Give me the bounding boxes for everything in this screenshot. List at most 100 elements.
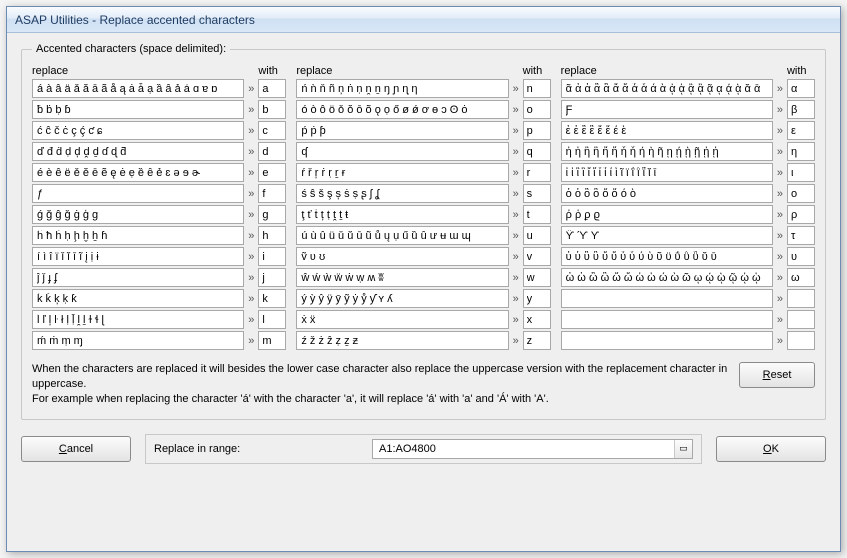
with-input[interactable] (787, 142, 815, 161)
pattern-input[interactable] (32, 142, 244, 161)
arrow-icon: » (509, 167, 523, 179)
pattern-input[interactable] (32, 121, 244, 140)
with-input[interactable] (787, 100, 815, 119)
pattern-input[interactable] (32, 268, 244, 287)
with-input[interactable] (523, 142, 551, 161)
replace-row: » (32, 268, 286, 287)
pattern-input[interactable] (561, 121, 773, 140)
with-input[interactable] (258, 289, 286, 308)
with-input[interactable] (258, 184, 286, 203)
with-input[interactable] (787, 163, 815, 182)
pattern-input[interactable] (296, 163, 508, 182)
pattern-input[interactable] (32, 205, 244, 224)
client-area: Accented characters (space delimited): r… (7, 33, 840, 551)
with-input[interactable] (258, 268, 286, 287)
pattern-input[interactable] (296, 310, 508, 329)
with-input[interactable] (523, 289, 551, 308)
header-replace: replace (32, 65, 244, 77)
pattern-input[interactable] (32, 79, 244, 98)
with-input[interactable] (523, 121, 551, 140)
with-input[interactable] (523, 205, 551, 224)
pattern-input[interactable] (32, 310, 244, 329)
arrow-icon: » (773, 314, 787, 326)
pattern-input[interactable] (561, 268, 773, 287)
pattern-input[interactable] (296, 331, 508, 350)
with-input[interactable] (787, 289, 815, 308)
arrow-icon: » (244, 335, 258, 347)
pattern-input[interactable] (32, 163, 244, 182)
cancel-button[interactable]: Cancel (21, 436, 131, 462)
with-input[interactable] (523, 247, 551, 266)
with-input[interactable] (787, 247, 815, 266)
column-header: replacewith (296, 63, 550, 77)
pattern-input[interactable] (296, 289, 508, 308)
with-input[interactable] (523, 268, 551, 287)
pattern-input[interactable] (561, 142, 773, 161)
pattern-input[interactable] (296, 247, 508, 266)
pattern-input[interactable] (32, 100, 244, 119)
pattern-input[interactable] (296, 100, 508, 119)
pattern-input[interactable] (296, 79, 508, 98)
with-input[interactable] (523, 310, 551, 329)
pattern-input[interactable] (296, 184, 508, 203)
arrow-icon: » (244, 167, 258, 179)
arrow-icon: » (244, 83, 258, 95)
with-input[interactable] (523, 184, 551, 203)
with-input[interactable] (787, 205, 815, 224)
pattern-input[interactable] (296, 205, 508, 224)
reset-button[interactable]: Reset (739, 362, 815, 388)
with-input[interactable] (258, 310, 286, 329)
pattern-input[interactable] (561, 226, 773, 245)
with-input[interactable] (258, 163, 286, 182)
pattern-input[interactable] (296, 142, 508, 161)
with-input[interactable] (258, 247, 286, 266)
replace-row: » (296, 184, 550, 203)
pattern-input[interactable] (561, 247, 773, 266)
with-input[interactable] (523, 163, 551, 182)
pattern-input[interactable] (561, 100, 773, 119)
with-input[interactable] (258, 100, 286, 119)
pattern-input[interactable] (561, 289, 773, 308)
replace-row: » (296, 310, 550, 329)
pattern-input[interactable] (561, 205, 773, 224)
range-picker-button[interactable]: ▭ (674, 440, 692, 458)
pattern-input[interactable] (32, 226, 244, 245)
pattern-input[interactable] (561, 163, 773, 182)
pattern-input[interactable] (32, 247, 244, 266)
with-input[interactable] (523, 226, 551, 245)
arrow-icon: » (773, 188, 787, 200)
ok-button[interactable]: OK (716, 436, 826, 462)
pattern-input[interactable] (296, 226, 508, 245)
pattern-input[interactable] (561, 310, 773, 329)
with-input[interactable] (787, 184, 815, 203)
pattern-input[interactable] (32, 331, 244, 350)
group-legend: Accented characters (space delimited): (32, 43, 230, 55)
pattern-input[interactable] (32, 184, 244, 203)
with-input[interactable] (258, 121, 286, 140)
pattern-input[interactable] (561, 184, 773, 203)
with-input[interactable] (258, 79, 286, 98)
pattern-input[interactable] (296, 121, 508, 140)
with-input[interactable] (258, 331, 286, 350)
replace-row: » (561, 163, 815, 182)
with-input[interactable] (787, 226, 815, 245)
with-input[interactable] (787, 331, 815, 350)
with-input[interactable] (523, 100, 551, 119)
with-input[interactable] (787, 79, 815, 98)
with-input[interactable] (523, 331, 551, 350)
pattern-input[interactable] (561, 331, 773, 350)
pattern-input[interactable] (561, 79, 773, 98)
with-input[interactable] (787, 268, 815, 287)
with-input[interactable] (258, 205, 286, 224)
with-input[interactable] (787, 310, 815, 329)
pattern-input[interactable] (296, 268, 508, 287)
replace-row: » (561, 268, 815, 287)
pattern-input[interactable] (32, 289, 244, 308)
with-input[interactable] (258, 226, 286, 245)
with-input[interactable] (523, 79, 551, 98)
replace-row: » (32, 163, 286, 182)
with-input[interactable] (258, 142, 286, 161)
range-input[interactable] (373, 440, 674, 458)
with-input[interactable] (787, 121, 815, 140)
replace-row: » (561, 79, 815, 98)
